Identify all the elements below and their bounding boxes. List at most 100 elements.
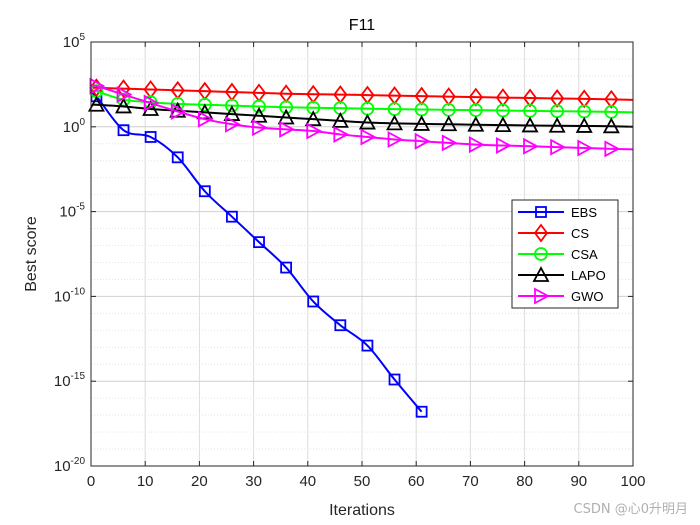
data-point [577,89,592,109]
y-tick-base: 10 [59,204,76,221]
data-point [414,132,431,150]
legend-label: CS [571,226,589,241]
x-tick-label: 10 [137,473,154,490]
legend-label: CSA [571,247,598,262]
data-point [116,79,131,99]
y-tick-base: 10 [63,34,80,51]
data-point [604,140,621,158]
data-point [575,117,593,133]
data-point [117,124,130,137]
legend-item: EBS [518,205,597,220]
y-tick-label: 105 [63,32,86,51]
series-line-gwo [91,84,634,151]
x-tick-label: 50 [354,473,371,490]
series-lapo [87,95,634,134]
legend-marker [532,266,550,282]
series-line-csa [91,89,634,114]
series-ebs [90,90,428,418]
data-point [496,136,512,154]
legend-marker [533,223,549,243]
data-point [89,77,106,95]
series-line-lapo [91,103,634,128]
data-point [334,319,347,332]
chart-title: F11 [349,17,375,34]
data-point [197,97,212,112]
legend-label: LAPO [571,268,606,283]
data-point [360,128,377,146]
data-point [304,110,322,127]
data-point [468,87,483,107]
x-tick-label: 80 [516,473,533,490]
data-point [387,131,404,149]
data-point [358,113,376,130]
data-point [170,103,187,121]
data-point [468,136,485,154]
data-point [171,151,184,164]
y-tick-exponent: -20 [71,456,86,467]
data-point [440,115,458,132]
data-point [226,210,238,223]
data-point [441,134,458,152]
data-point [550,138,567,156]
x-tick-label: 0 [87,473,95,490]
data-point [115,97,133,114]
data-point [495,88,511,108]
x-tick-label: 20 [191,473,208,490]
data-point [87,95,105,112]
x-tick-label: 70 [462,473,479,490]
y-tick-exponent: -15 [71,371,86,382]
data-point [250,106,268,123]
data-point [386,114,404,131]
y-axis-label: Best score [23,216,40,292]
x-tick-label: 90 [570,473,587,490]
series-line-ebs [91,92,423,413]
data-point [521,116,539,133]
y-tick-label: 10-10 [54,286,86,305]
data-point [225,98,239,113]
data-point [225,115,241,133]
data-point [253,236,265,249]
legend-marker [534,247,548,261]
x-tick-label: 40 [299,473,316,490]
data-point [361,339,374,352]
data-point [144,131,157,143]
x-tick-label: 100 [620,473,645,490]
data-point [604,89,619,109]
data-point [279,120,296,138]
x-axis-label: Iterations [329,502,395,519]
data-point [549,88,565,108]
y-tick-label: 10-15 [54,371,86,390]
axis-ticks: 0 10 20 30 40 50 60 70 80 90 10010-2010-1510-1010-… [54,32,646,490]
y-tick-label: 100 [63,117,86,136]
legend-item: GWO [518,287,604,305]
legend-item: CSA [518,247,598,262]
data-point [116,86,133,104]
series-gwo [89,77,634,158]
y-tick-exponent: 0 [79,117,85,128]
data-point [522,88,538,108]
data-point [415,405,428,418]
y-tick-exponent: -5 [76,202,85,213]
legend-label: EBS [571,205,597,220]
x-tick-label: 30 [245,473,262,490]
legend-item: CS [518,223,589,243]
data-point [252,99,266,114]
watermark: CSDN @心0升明月 [574,502,688,517]
legend-item: LAPO [518,266,606,283]
data-point [277,108,295,125]
data-point [577,139,594,157]
data-point [252,119,268,137]
y-tick-base: 10 [54,458,71,475]
legend-marker [535,206,547,218]
data-point [331,111,349,128]
data-point [388,373,401,386]
data-point [280,261,293,274]
data-point [333,125,350,143]
data-point [307,295,320,308]
series-line-cs [91,86,634,101]
y-tick-exponent: -10 [71,286,86,297]
data-point [413,115,431,131]
y-tick-base: 10 [54,373,71,390]
data-point [279,100,294,115]
data-point [143,94,160,112]
